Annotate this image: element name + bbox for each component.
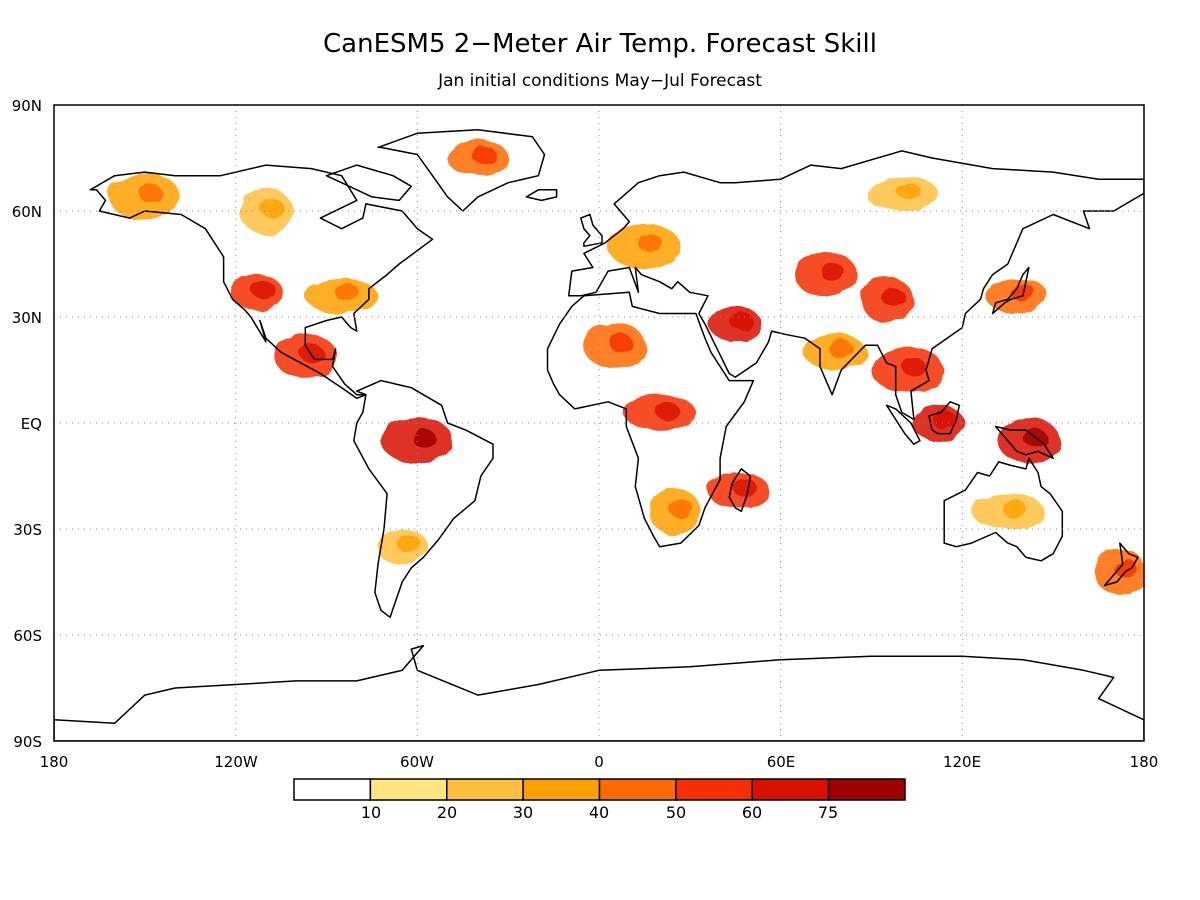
colorbar-swatch — [675, 778, 753, 801]
skill-core — [638, 234, 663, 253]
north-america-coastline — [89, 164, 434, 400]
skill-core — [653, 400, 678, 419]
eurasia-land — [568, 150, 1144, 420]
coastlines — [54, 128, 1144, 741]
sumatra-land — [886, 405, 920, 445]
colorbar-label: 50 — [666, 803, 686, 822]
antarctica-coastline — [54, 644, 1144, 741]
lat-label-30s: 30S — [13, 521, 42, 539]
lat-label-30n: 30N — [12, 309, 42, 327]
colorbar-swatch — [293, 778, 372, 801]
colorbar-swatch — [751, 778, 830, 801]
gridlines — [54, 105, 1144, 741]
lon-label-180w: 180 — [40, 753, 69, 771]
skill-core — [932, 411, 957, 429]
skill-core — [411, 428, 436, 447]
skill-core — [1113, 559, 1138, 578]
skill-core — [259, 199, 284, 217]
colorbar-swatch — [369, 778, 448, 801]
skill-core — [138, 184, 163, 203]
colorbar-swatch — [827, 778, 906, 801]
lat-label-60n: 60N — [12, 203, 42, 221]
skill-core — [396, 534, 421, 553]
australia-coastline — [943, 457, 1064, 562]
skill-core — [335, 283, 360, 302]
skill-core — [608, 333, 633, 352]
colorbar-label: 75 — [818, 803, 838, 822]
madagascar-coastline — [728, 468, 752, 513]
latitude-labels: 90N 60N 30N EQ 30S 60S 90S — [12, 97, 42, 751]
new-zealand-coastline — [1103, 542, 1139, 587]
lon-label-120w: 120W — [214, 753, 258, 771]
lat-label-60s: 60S — [13, 627, 42, 645]
lon-label-0: 0 — [594, 753, 604, 771]
uk-land — [580, 214, 602, 247]
skill-core — [1001, 499, 1026, 518]
lat-label-eq: EQ — [21, 415, 42, 433]
lon-label-180e: 180 — [1130, 753, 1159, 771]
south-america-coastline — [353, 379, 494, 619]
baffin-land — [326, 165, 412, 201]
colorbar-label: 10 — [361, 803, 381, 822]
lon-label-120e: 120E — [943, 753, 981, 771]
skill-core — [729, 312, 754, 331]
uk-coastline — [580, 213, 603, 248]
map-title: CanESM5 2−Meter Air Temp. Forecast Skill — [323, 29, 877, 59]
skill-core — [820, 262, 845, 281]
eurasia-coastline — [567, 150, 1144, 421]
skill-core — [668, 499, 693, 518]
colorbar — [293, 778, 906, 801]
colorbar-labels: 10 20 30 40 50 60 75 — [361, 803, 838, 822]
baffin-coastline — [325, 164, 413, 202]
lat-label-90n: 90N — [12, 97, 42, 115]
colorbar-swatch — [522, 778, 601, 801]
map-subtitle: Jan initial conditions May−Jul Forecast — [437, 71, 762, 91]
colorbar-swatch — [446, 778, 524, 801]
skill-core — [299, 343, 324, 362]
skill-core — [880, 287, 905, 306]
iceland-coastline — [525, 189, 558, 202]
iceland-land — [526, 189, 557, 201]
greenland-coastline — [377, 128, 546, 212]
lon-label-60w: 60W — [400, 753, 434, 771]
colorbar-label: 30 — [513, 803, 533, 822]
borneo-coastline — [928, 401, 961, 435]
new-guinea-coastline — [994, 425, 1054, 460]
skill-core — [250, 280, 275, 299]
colorbar-swatch — [598, 778, 677, 801]
map-frame — [53, 104, 1145, 742]
skill-core — [895, 181, 920, 200]
lon-label-60e: 60E — [767, 753, 796, 771]
skill-core — [471, 146, 496, 164]
skill-core — [732, 478, 757, 497]
africa-coastline — [546, 291, 755, 548]
japan-coastline — [991, 266, 1030, 315]
colorbar-label: 20 — [437, 803, 457, 822]
lat-label-90s: 90S — [13, 733, 42, 751]
colorbar-label: 60 — [742, 803, 762, 822]
sumatra-coastline — [885, 404, 921, 445]
skill-core — [829, 340, 854, 359]
longitude-labels: 180 120W 60W 0 60E 120E 180 — [40, 753, 1159, 771]
skill-core — [901, 358, 926, 376]
colorbar-label: 40 — [589, 803, 609, 822]
